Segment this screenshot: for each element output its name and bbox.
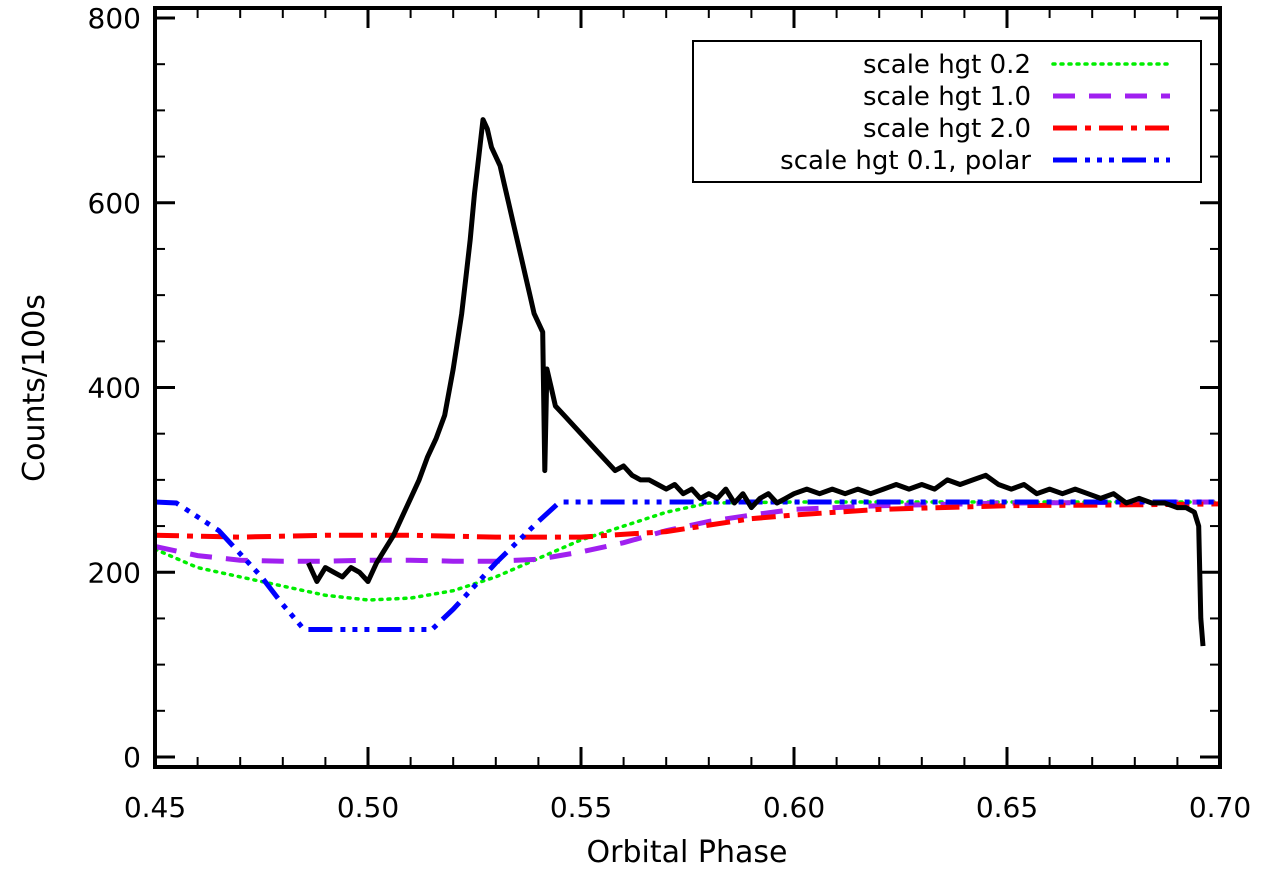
x-tick-label: 0.45 [124, 791, 186, 824]
x-tick-label: 0.60 [763, 791, 825, 824]
x-tick-label: 0.65 [976, 791, 1038, 824]
legend-label-3: scale hgt 2.0 [863, 114, 1031, 144]
labels-layer: 0.45 0.50 0.55 0.60 0.65 0.70 0 200 400 600 800 [88, 2, 1252, 824]
observed-light-curve [306, 117, 1206, 647]
legend-label-4: scale hgt 0.1, polar [780, 146, 1031, 176]
series-layer [153, 499, 1222, 632]
observed-layer [306, 117, 1206, 647]
y-tick-label: 400 [88, 372, 141, 405]
y-tick-label: 600 [88, 187, 141, 220]
y-tick-label: 800 [88, 2, 141, 35]
series-line-3 [154, 501, 1221, 540]
series-line-1 [153, 500, 1222, 602]
ticks-layer [153, 8, 1222, 767]
y-tick-label: 0 [123, 741, 141, 774]
series-line-2 [154, 499, 1221, 564]
x-axis-title: Orbital Phase [587, 835, 788, 870]
series-line-4 [154, 499, 1220, 632]
x-tick-label: 0.55 [550, 791, 612, 824]
legend-label-1: scale hgt 0.2 [863, 50, 1031, 80]
x-tick-label: 0.70 [1189, 791, 1251, 824]
legend-label-2: scale hgt 1.0 [863, 82, 1031, 112]
y-axis-title: Counts/100s [17, 294, 52, 482]
x-tick-label: 0.50 [337, 791, 399, 824]
y-tick-label: 200 [88, 556, 141, 589]
